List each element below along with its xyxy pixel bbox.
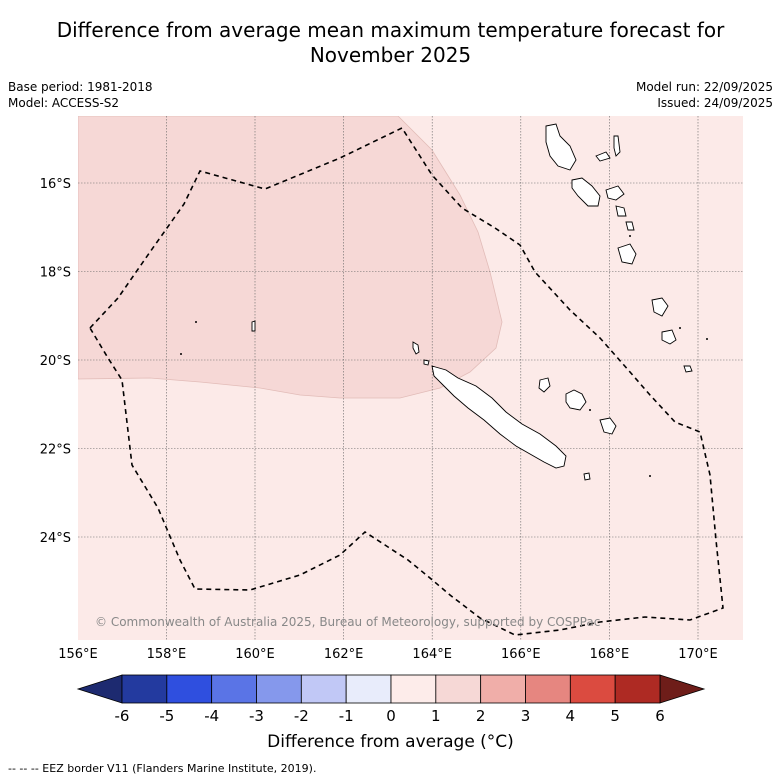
islet (195, 321, 197, 323)
islet (679, 327, 681, 329)
island (615, 205, 627, 217)
island (251, 320, 256, 332)
lon-label: 160°E (235, 647, 275, 662)
base-period: Base period: 1981-2018 (8, 80, 153, 94)
lat-label: 18°S (40, 266, 71, 281)
model-run: Model run: 22/09/2025 (635, 80, 773, 94)
island (661, 329, 677, 345)
islet (649, 475, 651, 477)
lon-label: 166°E (501, 647, 541, 662)
island (683, 365, 693, 373)
islet (589, 409, 591, 411)
colorbar-extend-high (659, 674, 706, 704)
island (625, 221, 635, 231)
island (595, 151, 611, 162)
issued-date: Issued: 24/09/2025 (657, 96, 773, 110)
coastlines (251, 123, 693, 481)
island (565, 389, 587, 411)
eez-legend-note: -- -- -- EEZ border V11 (Flanders Marine… (8, 762, 317, 775)
colorbar-tick: -5 (159, 707, 174, 725)
lat-tick-labels: 16°S 18°S 20°S 22°S 24°S (40, 177, 71, 546)
gridlines (78, 116, 743, 640)
island (583, 472, 591, 481)
island (613, 135, 621, 157)
islet (706, 338, 708, 340)
colorbar-segment (300, 674, 347, 704)
colorbar-segment (121, 674, 168, 704)
meta-left: Base period: 1981-2018 Model: ACCESS-S2 (8, 79, 153, 111)
lat-label: 24°S (40, 531, 71, 546)
colorbar-segment (435, 674, 482, 704)
islet (180, 353, 182, 355)
model-name: Model: ACCESS-S2 (8, 96, 120, 110)
colorbar-tick: 1 (431, 707, 441, 725)
lon-label: 162°E (324, 647, 364, 662)
island (545, 123, 577, 171)
colorbar-segment (256, 674, 302, 704)
colorbar-extend-low (76, 674, 123, 704)
lat-label: 16°S (40, 177, 71, 192)
colorbar-tick: 0 (386, 707, 396, 725)
copyright-text: © Commonwealth of Australia 2025, Bureau… (95, 615, 600, 629)
eez-border (89, 126, 724, 636)
lon-label: 158°E (147, 647, 187, 662)
chart-title-line2: November 2025 (309, 43, 472, 67)
colorbar-segment (480, 674, 526, 704)
colorbar-segment (525, 674, 571, 704)
island (571, 177, 601, 207)
lon-label: 156°E (58, 647, 98, 662)
colorbar-tick: -1 (339, 707, 354, 725)
colorbar-tick: 4 (566, 707, 576, 725)
island (651, 297, 669, 317)
lon-tick-labels: 156°E 158°E 160°E 162°E 164°E 166°E 168°… (58, 647, 718, 662)
chart-title-line1: Difference from average mean maximum tem… (56, 18, 725, 42)
colorbar-tick: -4 (204, 707, 219, 725)
lat-label: 20°S (40, 354, 71, 369)
colorbar-tick: 2 (476, 707, 486, 725)
chart-title: Difference from average mean maximum tem… (0, 18, 781, 68)
colorbar-tick: -6 (115, 707, 130, 725)
colorbar-tick: -2 (294, 707, 309, 725)
new-caledonia (431, 365, 567, 469)
colorbar-segment (614, 674, 661, 704)
colorbar-segment (569, 674, 616, 704)
colorbar-segment (211, 674, 257, 704)
colorbar-segment (166, 674, 213, 704)
islets (180, 235, 708, 477)
lon-label: 168°E (590, 647, 630, 662)
colorbar-tick: 3 (521, 707, 531, 725)
islet (629, 235, 631, 237)
lat-label: 22°S (40, 443, 71, 458)
colorbar-tick: 6 (655, 707, 665, 725)
island (423, 359, 430, 366)
island (538, 377, 551, 393)
colorbar-segment (390, 674, 437, 704)
colorbar-tick: -3 (249, 707, 264, 725)
lon-label: 164°E (412, 647, 452, 662)
island (412, 341, 420, 355)
island (617, 243, 637, 265)
island (599, 417, 617, 435)
colorbar-tick: 5 (610, 707, 620, 725)
colorbar-segment (345, 674, 392, 704)
meta-right: Model run: 22/09/2025 Issued: 24/09/2025 (636, 79, 773, 111)
colorbar: -6 -5 -4 -3 -2 -1 0 1 2 3 4 5 6 (76, 674, 706, 725)
island (605, 185, 625, 201)
lon-label: 170°E (678, 647, 718, 662)
colorbar-label: Difference from average (°C) (267, 732, 514, 752)
